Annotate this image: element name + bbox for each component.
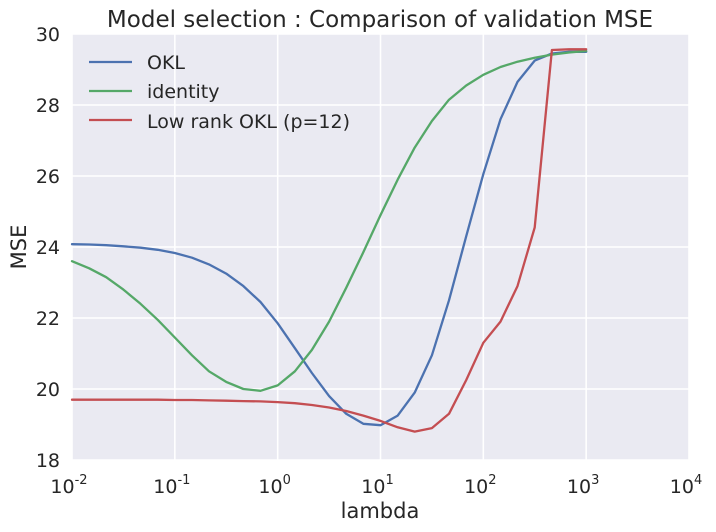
y-tick-label: 26	[36, 166, 60, 188]
x-tick-label: 10-1	[153, 473, 190, 498]
y-tick-label: 22	[36, 308, 60, 330]
legend-label-low-rank-okl: Low rank OKL (p=12)	[147, 111, 350, 133]
y-tick-label: 28	[36, 95, 60, 117]
x-tick-label: 104	[670, 473, 702, 498]
y-axis-label: MSE	[7, 225, 31, 270]
legend-label-identity: identity	[147, 81, 220, 103]
x-tick-label: 103	[567, 473, 599, 498]
series-lines	[70, 48, 588, 433]
series-line-okl	[70, 50, 588, 427]
legend: OKL identity Low rank OKL (p=12)	[89, 52, 350, 133]
series-line-low-rank-okl-p-12	[70, 48, 588, 433]
chart-title: Model selection : Comparison of validati…	[107, 7, 653, 33]
x-tick-label: 100	[258, 473, 290, 498]
y-tick-labels: 18 20 22 24 26 28 30	[36, 24, 60, 472]
x-axis-label: lambda	[341, 499, 420, 523]
x-tick-labels: 10-2 10-1 100 101 102 103 104	[50, 473, 702, 498]
y-tick-label: 18	[36, 450, 60, 472]
series-line-identity	[70, 49, 588, 392]
y-tick-label: 24	[36, 237, 60, 259]
y-tick-label: 30	[36, 24, 60, 46]
x-tick-label: 10-2	[50, 473, 87, 498]
grid	[71, 33, 690, 461]
x-tick-label: 101	[361, 473, 393, 498]
legend-label-okl: OKL	[147, 52, 185, 74]
y-tick-label: 20	[36, 379, 60, 401]
x-tick-label: 102	[464, 473, 496, 498]
